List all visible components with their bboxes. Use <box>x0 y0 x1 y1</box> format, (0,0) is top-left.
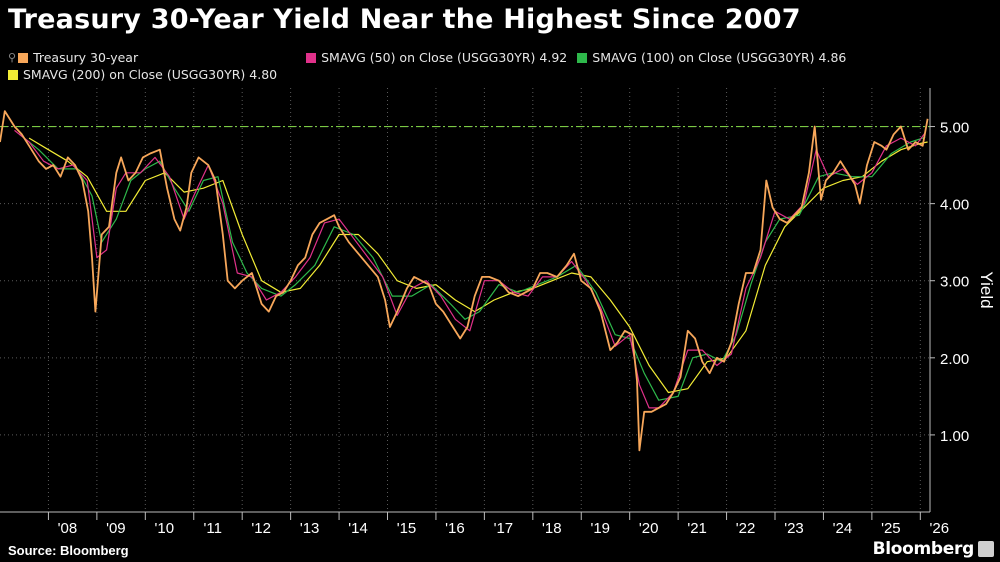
legend-item-sma100: SMAVG (100) on Close (USGG30YR) 4.86 <box>577 50 846 65</box>
x-tick-label-2024: '24 <box>833 520 853 537</box>
legend-swatch-sma100 <box>577 52 588 63</box>
legend-label-sma200: SMAVG (200) on Close (USGG30YR) <box>23 67 246 82</box>
series-line-treasury-30y <box>0 110 929 452</box>
x-tick-label-2008: '08 <box>58 520 78 537</box>
legend-label-treasury: Treasury 30-year <box>33 50 139 65</box>
legend-item-sma200: SMAVG (200) on Close (USGG30YR) 4.80 <box>8 67 277 82</box>
x-tick-label-2010: '10 <box>155 520 175 537</box>
legend-value-sma100: 4.86 <box>818 50 847 65</box>
legend-swatch-treasury <box>18 52 29 63</box>
source-note: Source: Bloomberg <box>8 543 129 558</box>
legend-pin-icon: ⚲ <box>8 51 17 64</box>
legend-label-sma50: SMAVG (50) on Close (USGG30YR) <box>321 50 536 65</box>
x-tick-label-2026: '26 <box>930 520 950 537</box>
bloomberg-logo: Bloomberg <box>872 539 975 559</box>
y-tick-label-2: 2.00 <box>940 351 969 368</box>
x-tick-label-2013: '13 <box>300 520 320 537</box>
x-tick-label-2011: '11 <box>204 520 222 537</box>
x-tick-label-2021: '21 <box>687 520 707 537</box>
legend-row-1: ⚲ Treasury 30-year SMAVG (50) on Close (… <box>8 50 856 65</box>
grid <box>0 88 930 512</box>
x-tick-label-2014: '14 <box>348 520 368 537</box>
x-tick-label-2022: '22 <box>736 520 756 537</box>
chart-title: Treasury 30-Year Yield Near the Highest … <box>8 4 801 35</box>
y-tick-label-4: 4.00 <box>940 197 969 214</box>
y-tick-label-1: 1.00 <box>940 428 969 445</box>
series-line-sma100 <box>19 133 926 401</box>
x-tick-label-2019: '19 <box>590 520 610 537</box>
x-tick-label-2023: '23 <box>784 520 804 537</box>
axes: 1.00 2.00 3.00 4.00 5.00 Yield '08 '09 '10 '11 '12… <box>0 88 996 537</box>
x-tick-label-2025: '25 <box>881 520 901 537</box>
x-tick-label-2012: '12 <box>251 520 271 537</box>
x-tick-label-2017: '17 <box>494 520 514 537</box>
legend-value-sma200: 4.80 <box>249 67 278 82</box>
y-tick-label-5: 5.00 <box>940 120 969 137</box>
x-tick-label-2018: '18 <box>542 520 562 537</box>
y-tick-label-3: 3.00 <box>940 274 969 291</box>
legend-label-sma100: SMAVG (100) on Close (USGG30YR) <box>592 50 815 65</box>
bloomberg-mark-icon <box>978 541 994 557</box>
legend-swatch-sma200 <box>8 69 18 80</box>
x-tick-label-2009: '09 <box>106 520 126 537</box>
legend-item-treasury: Treasury 30-year <box>18 50 138 65</box>
legend-item-sma50: SMAVG (50) on Close (USGG30YR) 4.92 <box>306 50 567 65</box>
legend-swatch-sma50 <box>306 52 317 63</box>
x-tick-label-2020: '20 <box>639 520 659 537</box>
x-tick-label-2015: '15 <box>397 520 417 537</box>
y-axis-label: Yield <box>977 271 996 308</box>
chart-area: 1.00 2.00 3.00 4.00 5.00 Yield '08 '09 '10 '11 '12… <box>0 88 996 537</box>
series-line-sma50 <box>14 129 926 409</box>
x-tick-label-2016: '16 <box>445 520 465 537</box>
series-line-sma200 <box>28 137 928 394</box>
legend-value-sma50: 4.92 <box>539 50 568 65</box>
legend-row-2: SMAVG (200) on Close (USGG30YR) 4.80 <box>8 67 287 82</box>
series-group <box>0 110 929 452</box>
